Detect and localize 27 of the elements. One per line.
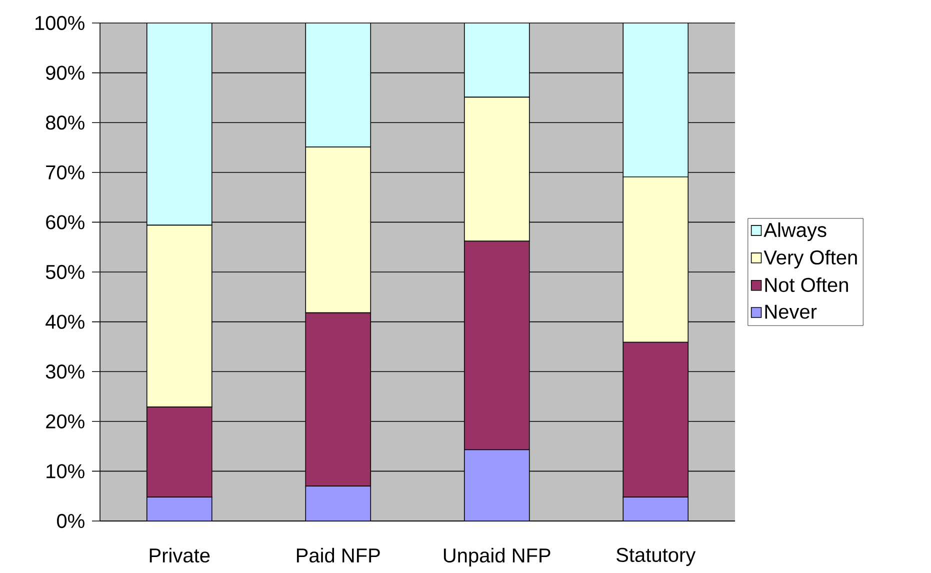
legend-label: Always (764, 222, 826, 242)
bar (464, 22, 530, 98)
y-tick-label: 0% (57, 514, 84, 528)
bar (622, 496, 689, 521)
legend-label: Not Often (765, 277, 848, 292)
legend-label: Never (765, 304, 817, 319)
y-tick-label: 40% (46, 314, 84, 329)
bar (146, 496, 212, 521)
y-tick-label: 70% (46, 165, 84, 180)
bar (146, 22, 212, 226)
bar (622, 22, 689, 178)
y-tick-label: 50% (46, 264, 84, 280)
bar (305, 22, 372, 148)
bar (305, 486, 372, 521)
legend-label: Very Often (764, 250, 857, 269)
y-tick-label: 10% (46, 464, 84, 478)
y-tick-label: 100% (36, 16, 84, 30)
y-tick-label: 20% (46, 414, 84, 428)
y-tick-label: 80% (46, 116, 84, 130)
y-tick-label: 90% (46, 66, 84, 80)
x-tick-label: Private (150, 548, 210, 563)
x-tick-label: Statutory (616, 548, 696, 566)
x-tick-label: Paid NFP (296, 548, 380, 563)
y-tick-label: 60% (46, 215, 84, 230)
y-tick-label: 30% (46, 364, 84, 379)
bar (464, 449, 530, 521)
x-tick-label: Unpaid NFP (444, 548, 550, 567)
